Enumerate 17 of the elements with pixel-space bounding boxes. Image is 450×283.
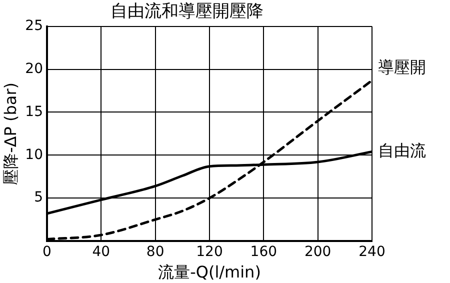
y-axis-title: 壓降-ΔP (bar) — [0, 82, 20, 185]
chart-title: 自由流和導壓開壓降 — [110, 2, 264, 22]
x-tick-label: 160 — [250, 244, 278, 260]
x-tick-label: 80 — [146, 244, 164, 260]
y-tick-label: 25 — [25, 18, 44, 34]
series-label: 自由流 — [378, 140, 426, 160]
y-tick-label: 10 — [25, 146, 44, 163]
x-tick-label: 0 — [42, 244, 52, 260]
y-tick-label: 15 — [25, 104, 44, 120]
x-tick-label: 120 — [196, 244, 223, 260]
x-tick-label: 40 — [92, 244, 110, 260]
y-tick-label: 5 — [34, 190, 44, 206]
x-tick-label: 200 — [304, 244, 332, 260]
x-tick-label: 240 — [358, 244, 386, 260]
x-axis-title: 流量-Q(l/min) — [158, 262, 261, 282]
series-label: 導壓開 — [378, 58, 426, 77]
y-tick-label: 20 — [25, 60, 44, 77]
